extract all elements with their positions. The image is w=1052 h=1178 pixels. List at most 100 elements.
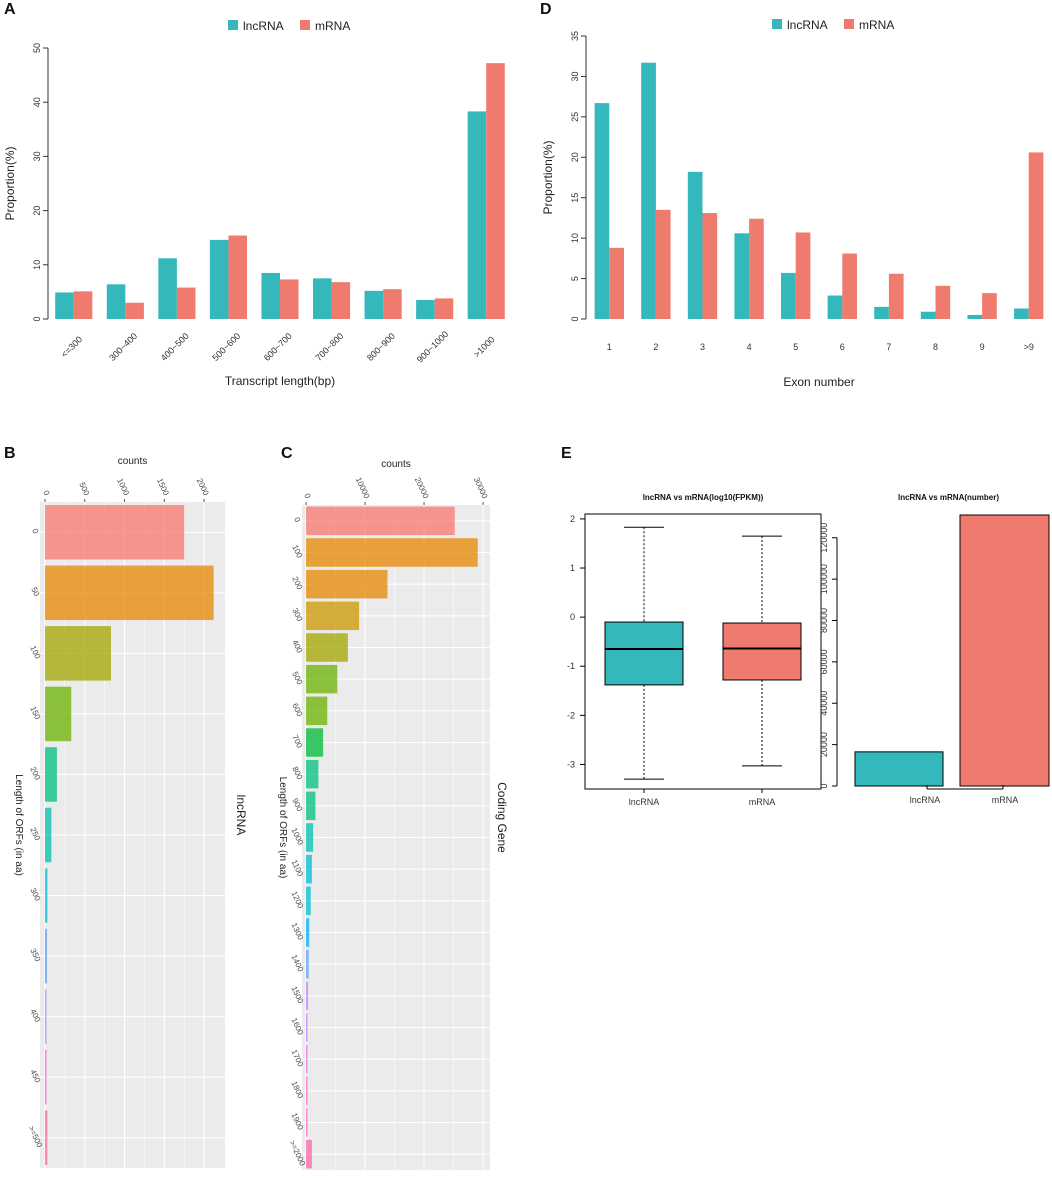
x-tick-label: lncRNA: [629, 797, 660, 807]
legend-swatch-lncrna: [228, 20, 238, 30]
bar-lncrna-5: [781, 272, 796, 319]
bar-1700: [306, 1044, 308, 1074]
y-tick-label: 30: [32, 151, 42, 161]
x-tick-label: 6: [840, 342, 845, 352]
y-tick-label: 15: [570, 193, 580, 203]
bar-lncrna-9: [1014, 308, 1029, 319]
y-tick-label: 30: [570, 71, 580, 81]
legend-swatch-mrna: [844, 19, 854, 29]
x-tick-label: 0: [302, 492, 312, 500]
bar-mrna-1: [609, 247, 624, 319]
bar-mrna-700-800: [331, 282, 351, 319]
y-axis-title: Length of ORFs (in aa): [277, 777, 288, 879]
x-tick-label: 10000: [354, 476, 372, 500]
chart-a-transcript-length: 0 10 20 30 40 50 <=300 300~400 400~500 500~600 600…: [3, 19, 505, 388]
panel-label-a: A: [4, 1, 16, 18]
x-tick-label: 400~500: [159, 331, 191, 363]
x-tick-label: 3: [700, 342, 705, 352]
y-tick-label: 25: [570, 112, 580, 122]
x-tick-label: 800~900: [365, 331, 397, 363]
x-tick-label: 1500: [155, 477, 171, 497]
y-tick-label: 0: [30, 527, 40, 535]
bar-mrna-400-500: [176, 287, 196, 319]
x-tick-label: 500: [77, 481, 91, 497]
bar-lncrna: [854, 751, 944, 787]
bar-300: [306, 601, 360, 631]
bar-800: [306, 759, 319, 789]
y-tick-label: 50: [29, 586, 41, 598]
y-tick-label: 5: [570, 276, 580, 281]
x-tick-label: 2: [653, 342, 658, 352]
plot-frame: [584, 513, 822, 790]
legend-label-lncrna: lncRNA: [787, 18, 828, 32]
bar-lncrna-800-900: [364, 290, 384, 319]
bar-0: [306, 506, 455, 536]
bar-mrna: [959, 514, 1050, 787]
bar-lncrna-700-800: [312, 278, 332, 319]
y-tick-label: 60000: [819, 649, 829, 674]
bar-mrna-2: [655, 209, 671, 319]
bar-mrna-900-1000: [434, 298, 454, 319]
bar-mrna-4: [749, 218, 764, 319]
panel-label-d: D: [540, 1, 552, 18]
x-tick-label: 600~700: [262, 331, 294, 363]
bar-mrna-1000: [486, 63, 505, 320]
bar-200: [45, 747, 57, 802]
y-tick-label: 40: [32, 97, 42, 107]
y-tick-label: -2: [567, 710, 575, 720]
x-tick-label: lncRNA: [910, 795, 941, 805]
legend-label-lncrna: lncRNA: [243, 19, 284, 33]
bar-mrna-9: [982, 293, 997, 319]
x-tick-label: >1000: [472, 334, 497, 359]
bar-1100: [306, 854, 312, 884]
bar-100: [306, 538, 478, 567]
bar-lncrna-7: [874, 306, 889, 319]
bar-0: [45, 505, 185, 560]
y-tick-label: 20000: [819, 732, 829, 757]
y-tick-label: 1: [570, 563, 575, 573]
x-tick-label: 500~600: [210, 331, 242, 363]
bar-450: [45, 1049, 47, 1105]
bar-150: [45, 686, 72, 742]
x-tick-label: 900~1000: [415, 329, 451, 365]
x-tick-label: 9: [980, 342, 985, 352]
bar-mrna-300: [73, 291, 93, 319]
y-tick-label: -1: [567, 661, 575, 671]
y-tick-label: 20: [570, 152, 580, 162]
chart-e-number-bars: lncRNA vs mRNA(number) 0 20000 40000 60000 80…: [819, 493, 1050, 805]
y-tick-label: 35: [570, 31, 580, 41]
bar-100: [45, 626, 112, 681]
y-tick-label: 80000: [819, 608, 829, 633]
x-tick-label: 5: [793, 342, 798, 352]
box-lncrna: [604, 621, 684, 686]
bar-1500: [306, 981, 309, 1011]
panel-label-b: B: [4, 445, 16, 462]
side-title: Coding Gene: [495, 782, 509, 853]
bar-mrna-500-600: [228, 235, 248, 319]
x-axis-title: Exon number: [783, 375, 854, 389]
y-tick-label: 10: [32, 260, 42, 270]
y-tick-label: 0: [570, 612, 575, 622]
bar-400: [306, 633, 348, 662]
bar-2000: [306, 1139, 312, 1169]
y-axis-title: Proportion(%): [3, 146, 17, 220]
y-tick-label: -3: [567, 759, 575, 769]
bar-1200: [306, 886, 311, 916]
plot-title: lncRNA vs mRNA(log10(FPKM)): [643, 493, 764, 502]
chart-b-lncrna-orf-lengths: 0 500 1000 1500 2000050100150200250300350400…: [13, 456, 248, 1168]
bar-lncrna-9: [967, 314, 983, 319]
x-tick-label: 4: [747, 342, 752, 352]
legend-swatch-mrna: [300, 20, 310, 30]
box-mrna: [722, 622, 802, 681]
bar-900: [306, 791, 316, 821]
x-tick-label: 300~400: [107, 331, 139, 363]
x-tick-label: 0: [41, 489, 51, 497]
legend-label-mrna: mRNA: [859, 18, 894, 32]
bar-mrna-600-700: [280, 279, 299, 319]
y-tick-label: 0: [32, 316, 42, 321]
x-tick-label: 7: [886, 342, 891, 352]
bar-lncrna-1: [594, 103, 610, 320]
bar-350: [45, 928, 47, 984]
legend-swatch-lncrna: [772, 19, 782, 29]
panel-label-c: C: [281, 445, 293, 462]
